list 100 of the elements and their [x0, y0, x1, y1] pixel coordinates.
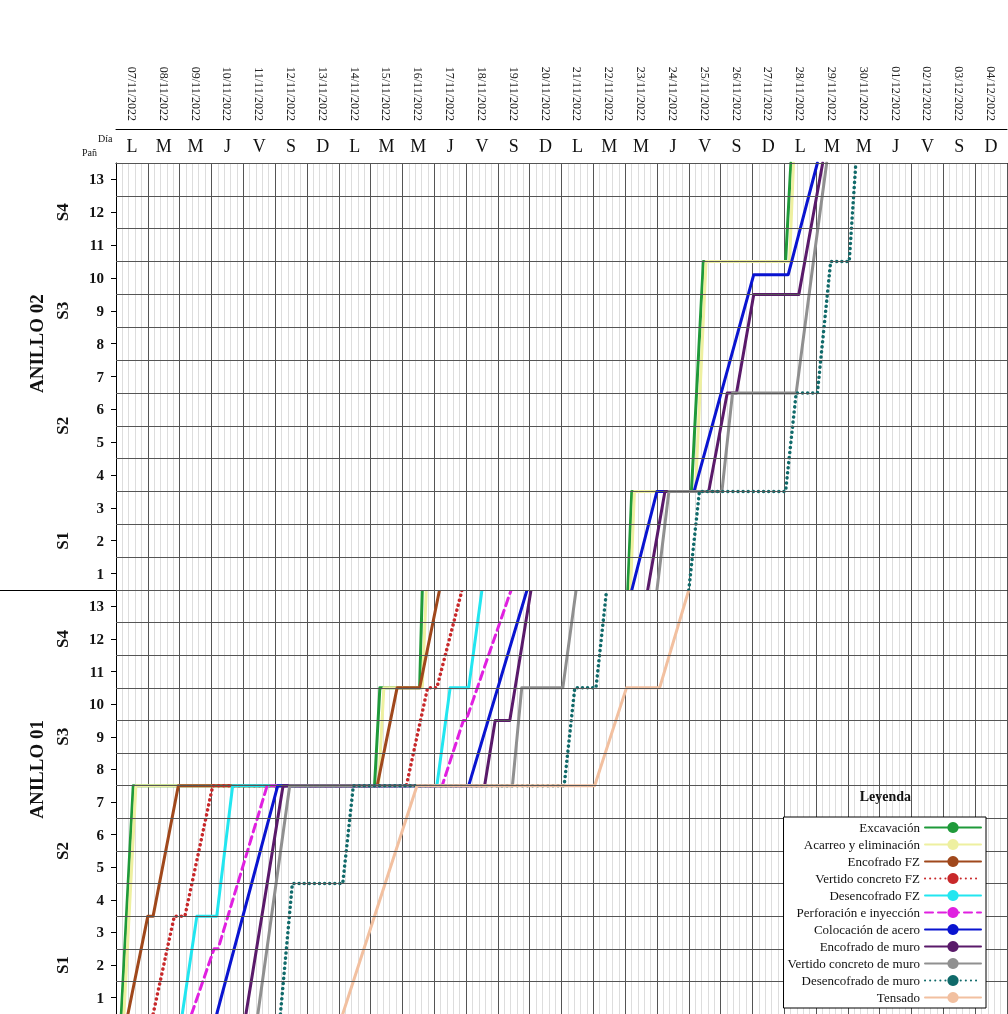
text: M	[855, 136, 872, 156]
text: L	[349, 136, 361, 156]
text: M	[410, 136, 427, 156]
text: D	[316, 136, 330, 156]
y-tick-label: 7	[96, 368, 105, 385]
text: Pañ	[82, 146, 97, 158]
y-tick-label: 10	[89, 696, 104, 713]
text: S4	[52, 629, 72, 648]
legend-label: Acarreo y eliminación	[803, 837, 921, 852]
legend-label: Tensado	[876, 990, 920, 1005]
y-tick-label: 1	[96, 989, 104, 1006]
x-tick-label: 07/11/2022	[124, 66, 139, 121]
text: J	[892, 136, 900, 156]
y-tick-label: 1	[96, 565, 104, 582]
text: S	[954, 136, 965, 156]
text: V	[252, 136, 266, 156]
text: D	[761, 136, 775, 156]
y-tick-label: 6	[96, 826, 105, 843]
text: ANILLO 01	[25, 720, 47, 819]
x-tick-label: 22/11/2022	[602, 66, 617, 121]
y-tick-label: 9	[96, 728, 104, 745]
legend-label: Encofrado de muro	[819, 939, 920, 954]
x-tick-label: 21/11/2022	[570, 66, 585, 121]
text: M	[378, 136, 395, 156]
text: J	[669, 136, 677, 156]
y-tick-label: 12	[89, 630, 104, 647]
x-tick-label: 15/11/2022	[379, 66, 394, 121]
text: M	[601, 136, 618, 156]
y-tick-label: 13	[89, 171, 104, 188]
y-tick-label: 11	[89, 663, 104, 680]
text: S1	[52, 531, 72, 550]
y-tick-label: 2	[96, 532, 104, 549]
x-tick-label: 04/12/2022	[984, 66, 999, 121]
x-tick-label: 18/11/2022	[474, 66, 489, 121]
y-tick-label: 8	[96, 335, 104, 352]
x-tick-label: 03/12/2022	[952, 66, 967, 121]
legend-label: Excavación	[859, 820, 921, 835]
text: M	[633, 136, 650, 156]
legend-label: Desencofrado de muro	[801, 973, 920, 988]
text: S	[508, 136, 519, 156]
text: V	[475, 136, 489, 156]
y-tick-label: 4	[96, 467, 105, 484]
text: L	[126, 136, 138, 156]
text: S3	[52, 727, 72, 746]
y-tick-label: 2	[96, 957, 104, 974]
legend-label: Vertido concreto de muro	[787, 956, 920, 971]
text: M	[155, 136, 172, 156]
y-tick-label: 12	[89, 204, 104, 221]
x-tick-label: 17/11/2022	[443, 66, 458, 121]
text: S1	[52, 956, 72, 975]
text: S2	[52, 416, 72, 435]
y-tick-label: 5	[96, 859, 104, 876]
x-tick-label: 25/11/2022	[697, 66, 712, 121]
y-tick-label: 10	[89, 269, 104, 286]
x-tick-label: 26/11/2022	[729, 66, 744, 121]
x-tick-label: 28/11/2022	[793, 66, 808, 121]
x-tick-label: 27/11/2022	[761, 66, 776, 121]
text: D	[984, 136, 998, 156]
x-tick-label: 02/12/2022	[920, 66, 935, 121]
x-tick-label: 01/12/2022	[888, 66, 903, 121]
text: M	[187, 136, 204, 156]
y-tick-label: 3	[96, 499, 104, 516]
text: D	[539, 136, 553, 156]
text: L	[794, 136, 806, 156]
legend-label: Encofrado FZ	[847, 854, 921, 869]
x-tick-label: 13/11/2022	[315, 66, 330, 121]
y-tick-label: 3	[96, 924, 104, 941]
x-tick-label: 19/11/2022	[506, 66, 521, 121]
y-tick-label: 8	[96, 761, 104, 778]
x-tick-label: 30/11/2022	[856, 66, 871, 121]
text: V	[698, 136, 712, 156]
text: Día	[98, 132, 113, 144]
legend-label: Desencofrado FZ	[829, 888, 921, 903]
text: J	[446, 136, 454, 156]
x-tick-label: 09/11/2022	[188, 66, 203, 121]
x-tick-label: 23/11/2022	[634, 66, 649, 121]
text: S4	[52, 202, 72, 222]
x-tick-label: 11/11/2022	[252, 67, 267, 121]
y-tick-label: 7	[96, 794, 105, 810]
text: S2	[52, 841, 72, 860]
x-tick-label: 12/11/2022	[284, 66, 299, 121]
x-tick-label: 20/11/2022	[538, 66, 553, 121]
legend-label: Vertido concreto FZ	[815, 871, 921, 886]
y-tick-label: 4	[96, 891, 105, 908]
text: L	[571, 136, 583, 156]
x-tick-label: 16/11/2022	[411, 66, 426, 121]
y-tick-label: 9	[96, 302, 104, 319]
text: S	[731, 136, 742, 156]
y-tick-label: 13	[89, 598, 104, 615]
x-tick-label: 08/11/2022	[156, 66, 171, 121]
text: V	[920, 136, 934, 156]
text: S	[286, 136, 297, 156]
text: S3	[52, 301, 72, 320]
y-tick-label: 11	[89, 237, 104, 254]
text: J	[223, 136, 231, 156]
text: ANILLO 02	[25, 294, 47, 394]
x-tick-label: 24/11/2022	[665, 66, 680, 121]
text: M	[823, 136, 840, 156]
x-tick-label: 14/11/2022	[347, 66, 362, 121]
legend-label: Colocación de acero	[813, 922, 920, 937]
